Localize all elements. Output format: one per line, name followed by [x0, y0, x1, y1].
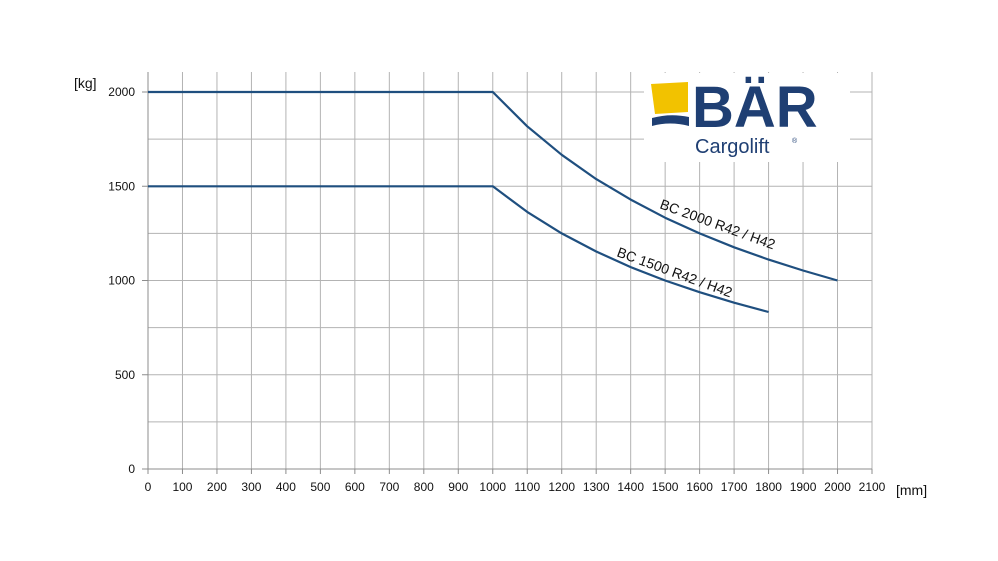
logo-yellow-mark — [651, 82, 688, 114]
x-tick-label: 100 — [172, 480, 192, 494]
x-tick-label: 600 — [345, 480, 365, 494]
x-tick-label: 2000 — [824, 480, 851, 494]
x-tick-label: 400 — [276, 480, 296, 494]
logo-registered-mark: ® — [792, 137, 798, 145]
y-tick-label: 1000 — [108, 274, 135, 288]
series-lines — [148, 90, 838, 314]
series-line-bc1500 — [148, 185, 769, 314]
x-tick-label: 1100 — [514, 480, 540, 494]
x-tick-label: 300 — [241, 480, 261, 494]
x-tick-label: 1200 — [548, 480, 575, 494]
x-tick-label: 800 — [414, 480, 434, 494]
y-tick-label: 1500 — [108, 179, 135, 193]
x-axis-label: [mm] — [896, 482, 927, 498]
x-tick-label: 1800 — [755, 480, 782, 494]
logo-navy-swoosh — [652, 115, 689, 126]
x-tick-label: 1300 — [583, 480, 610, 494]
x-tick-label: 1500 — [652, 480, 679, 494]
y-tick-label: 2000 — [108, 85, 135, 99]
x-tick-label: 1600 — [686, 480, 713, 494]
x-tick-label: 900 — [448, 480, 468, 494]
x-tick-label: 500 — [310, 480, 330, 494]
x-tick-label: 1900 — [790, 480, 817, 494]
x-tick-label: 1700 — [721, 480, 748, 494]
x-tick-label: 1000 — [479, 480, 506, 494]
y-tick-label: 0 — [128, 462, 135, 476]
series-label-bc2000: BC 2000 R42 / H42 — [658, 196, 778, 253]
logo-product-text: Cargolift — [695, 136, 770, 158]
baer-cargolift-logo: BÄR Cargolift ® — [644, 73, 850, 162]
x-tick-label: 0 — [145, 480, 152, 494]
tick-labels: 0 100 200 300 400 500 600 700 800 900 1000 1100 1200… — [108, 85, 885, 494]
x-tick-label: 2100 — [859, 480, 886, 494]
logo-brand-text: BÄR — [692, 75, 818, 140]
series-label-bc1500: BC 1500 R42 / H42 — [615, 244, 735, 301]
y-axis-label: [kg] — [74, 75, 97, 91]
x-tick-label: 200 — [207, 480, 227, 494]
y-tick-label: 500 — [115, 368, 135, 382]
x-tick-label: 700 — [379, 480, 399, 494]
series-line-bc2000 — [148, 90, 838, 282]
x-tick-label: 1400 — [617, 480, 644, 494]
